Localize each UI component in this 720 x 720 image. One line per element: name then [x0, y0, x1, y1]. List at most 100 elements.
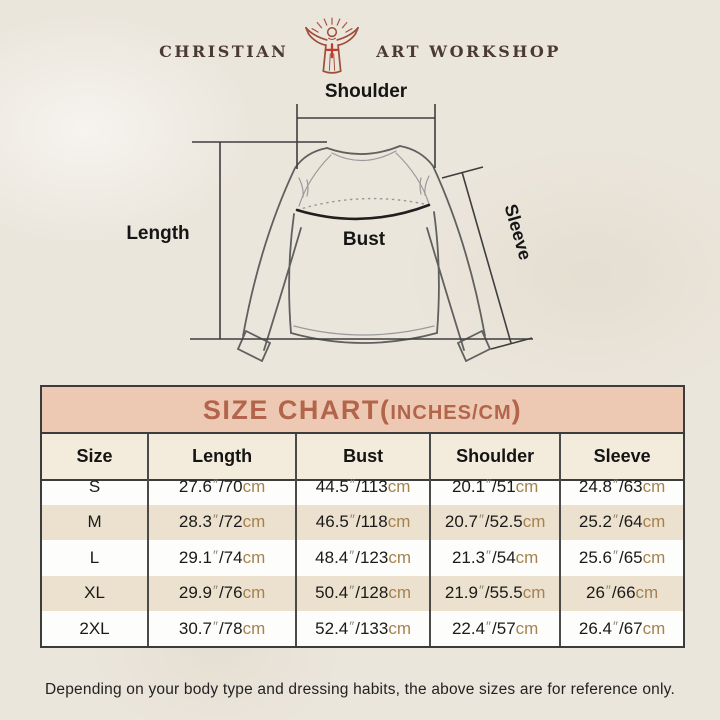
cm-unit: cm — [642, 512, 666, 532]
length-cell: 29.9 ″/76 cm — [149, 575, 298, 611]
inch-mark: ″ — [486, 476, 491, 493]
separator: / — [218, 547, 224, 567]
column-header-sleeve: Sleeve — [561, 434, 683, 481]
right-body-side — [433, 211, 440, 334]
brand-name-right: ART WORKSHOP — [376, 41, 561, 61]
neck-ribbing-line — [331, 150, 397, 162]
inch-mark: ″ — [612, 546, 618, 563]
cm-value: 65 — [623, 547, 643, 567]
cm-unit: cm — [388, 547, 412, 567]
size-chart-title: SIZE CHART(INCHES/CM) — [42, 387, 683, 434]
inch-mark: ″ — [612, 511, 618, 528]
title-close: ) — [511, 395, 523, 425]
separator: / — [492, 618, 497, 638]
separator: / — [492, 477, 497, 497]
right-raglan-seam — [395, 152, 430, 205]
inch-mark: ″ — [349, 546, 355, 563]
cm-value: 70 — [223, 477, 243, 497]
size-value: L — [42, 540, 150, 576]
separator: / — [355, 477, 361, 497]
length-cell: 30.7 ″/78 cm — [149, 610, 298, 647]
inch-mark: ″ — [612, 476, 618, 493]
measurement-lines — [190, 104, 533, 350]
sweatshirt-measurement-diagram: Shoulder Length Bust Sleeve — [126, 81, 535, 362]
right-sleeve-outer — [399, 145, 486, 337]
cm-value: 74 — [223, 547, 243, 567]
column-header-shoulder: Shoulder — [431, 434, 562, 481]
inch-value: 48.4 — [315, 547, 349, 567]
inch-value: 24.8 — [578, 477, 612, 497]
cm-unit: cm — [635, 583, 659, 603]
inch-mark: ″ — [212, 511, 218, 528]
title-main: SIZE CHART( — [202, 395, 391, 425]
separator: / — [618, 477, 624, 497]
inch-value: 22.4 — [451, 618, 486, 638]
inch-value: 52.4 — [315, 618, 349, 638]
length-cell: 27.6 ″/70 cm — [149, 469, 298, 505]
inch-mark: ″ — [212, 476, 218, 493]
title-unit: INCHES/CM — [390, 402, 512, 424]
cm-value: 52.5 — [489, 512, 523, 532]
bust-cell: 44.5 ″/113 cm — [297, 469, 432, 505]
figure-outline — [305, 26, 360, 74]
separator: / — [484, 512, 490, 532]
cm-unit: cm — [388, 583, 412, 603]
sleeve-cell: 26.4 ″/67 cm — [561, 611, 683, 646]
cm-unit: cm — [642, 618, 666, 638]
left-cuff — [237, 330, 271, 362]
left-raglan-seam — [298, 154, 332, 207]
left-sleeve-outer — [242, 147, 328, 337]
cm-unit: cm — [642, 477, 666, 497]
bust-cell: 52.4 ″/133 cm — [297, 610, 432, 647]
size-value: S — [42, 469, 150, 505]
shoulder-cell: 21.9 ″/55.5 cm — [431, 575, 562, 611]
cm-value: 76 — [223, 583, 243, 603]
cm-unit: cm — [642, 547, 666, 567]
shoulder-measure-line — [296, 104, 436, 169]
shoulder-cell: 20.7 ″/52.5 cm — [431, 504, 562, 541]
inch-mark: ″ — [486, 546, 491, 563]
inch-value: 25.6 — [578, 547, 612, 567]
cm-value: 63 — [623, 477, 643, 497]
size-value: 2XL — [42, 610, 150, 647]
shoulder-cell: 21.3 ″/54 cm — [431, 540, 562, 576]
jesus-figure-icon — [305, 17, 360, 74]
cm-value: 66 — [616, 583, 636, 603]
brand-name-left: CHRISTIAN — [159, 41, 289, 61]
bust-cell: 48.4 ″/123 cm — [297, 540, 432, 576]
inch-value: 21.3 — [451, 547, 486, 567]
inch-mark: ″ — [349, 511, 355, 528]
separator: / — [355, 583, 360, 603]
size-value: M — [42, 504, 150, 541]
bust-line-front — [295, 203, 431, 221]
inch-value: 30.7 — [178, 618, 212, 638]
length-cell: 29.1 ″/74 cm — [149, 540, 298, 576]
separator: / — [618, 547, 624, 567]
separator: / — [218, 477, 224, 497]
separator: / — [355, 512, 361, 532]
cm-value: 118 — [360, 512, 388, 532]
inch-value: 28.3 — [178, 512, 212, 532]
inch-mark: ″ — [486, 617, 491, 634]
bust-cell: 50.4 ″/128 cm — [297, 575, 432, 611]
inch-value: 29.9 — [178, 583, 212, 603]
size-value: XL — [42, 575, 150, 611]
cm-value: 51 — [496, 477, 516, 497]
sleeve-cell: 26 ″/66 cm — [561, 575, 683, 611]
inch-value: 27.6 — [178, 477, 212, 497]
inch-value: 26.4 — [578, 618, 612, 638]
left-sleeve-cap-marks — [298, 177, 309, 198]
inch-value: 21.9 — [444, 583, 478, 603]
length-cell: 28.3 ″/72 cm — [149, 504, 298, 541]
shoulder-cell: 22.4 ″/57 cm — [431, 610, 562, 647]
cm-unit: cm — [242, 512, 266, 532]
cm-value: 78 — [223, 618, 243, 638]
inch-value: 20.7 — [444, 512, 478, 532]
separator: / — [484, 583, 490, 603]
cm-value: 133 — [359, 618, 389, 638]
inch-mark: ″ — [612, 617, 618, 634]
cm-unit: cm — [242, 477, 266, 497]
inch-value: 50.4 — [315, 583, 349, 603]
separator: / — [618, 618, 624, 638]
length-measure-line — [190, 141, 533, 340]
